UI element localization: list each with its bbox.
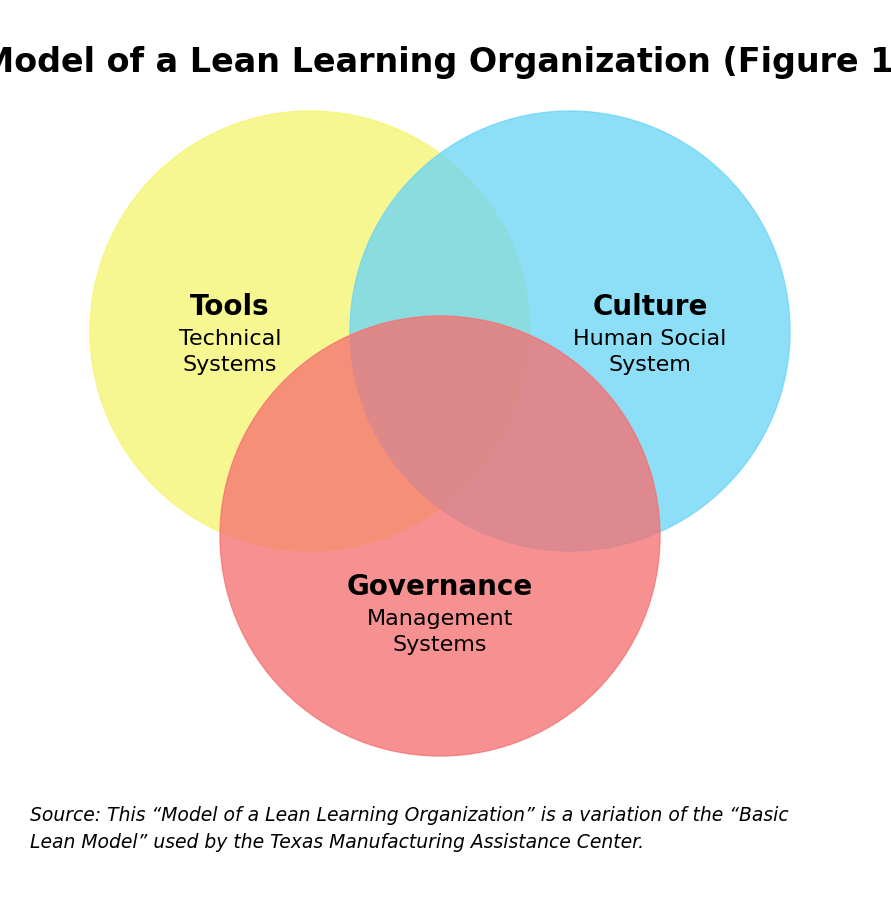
Text: Tools: Tools xyxy=(190,293,270,321)
Text: Management
Systems: Management Systems xyxy=(367,609,513,655)
Circle shape xyxy=(90,111,530,551)
Circle shape xyxy=(220,316,660,756)
Text: Governance: Governance xyxy=(347,573,533,601)
Text: Human Social
System: Human Social System xyxy=(573,329,727,375)
Circle shape xyxy=(350,111,790,551)
Text: Model of a Lean Learning Organization (Figure 1): Model of a Lean Learning Organization (F… xyxy=(0,46,891,79)
Text: Culture: Culture xyxy=(593,293,707,321)
Text: Source: This “Model of a Lean Learning Organization” is a variation of the “Basi: Source: This “Model of a Lean Learning O… xyxy=(30,806,789,852)
Text: Technical
Systems: Technical Systems xyxy=(179,329,282,375)
